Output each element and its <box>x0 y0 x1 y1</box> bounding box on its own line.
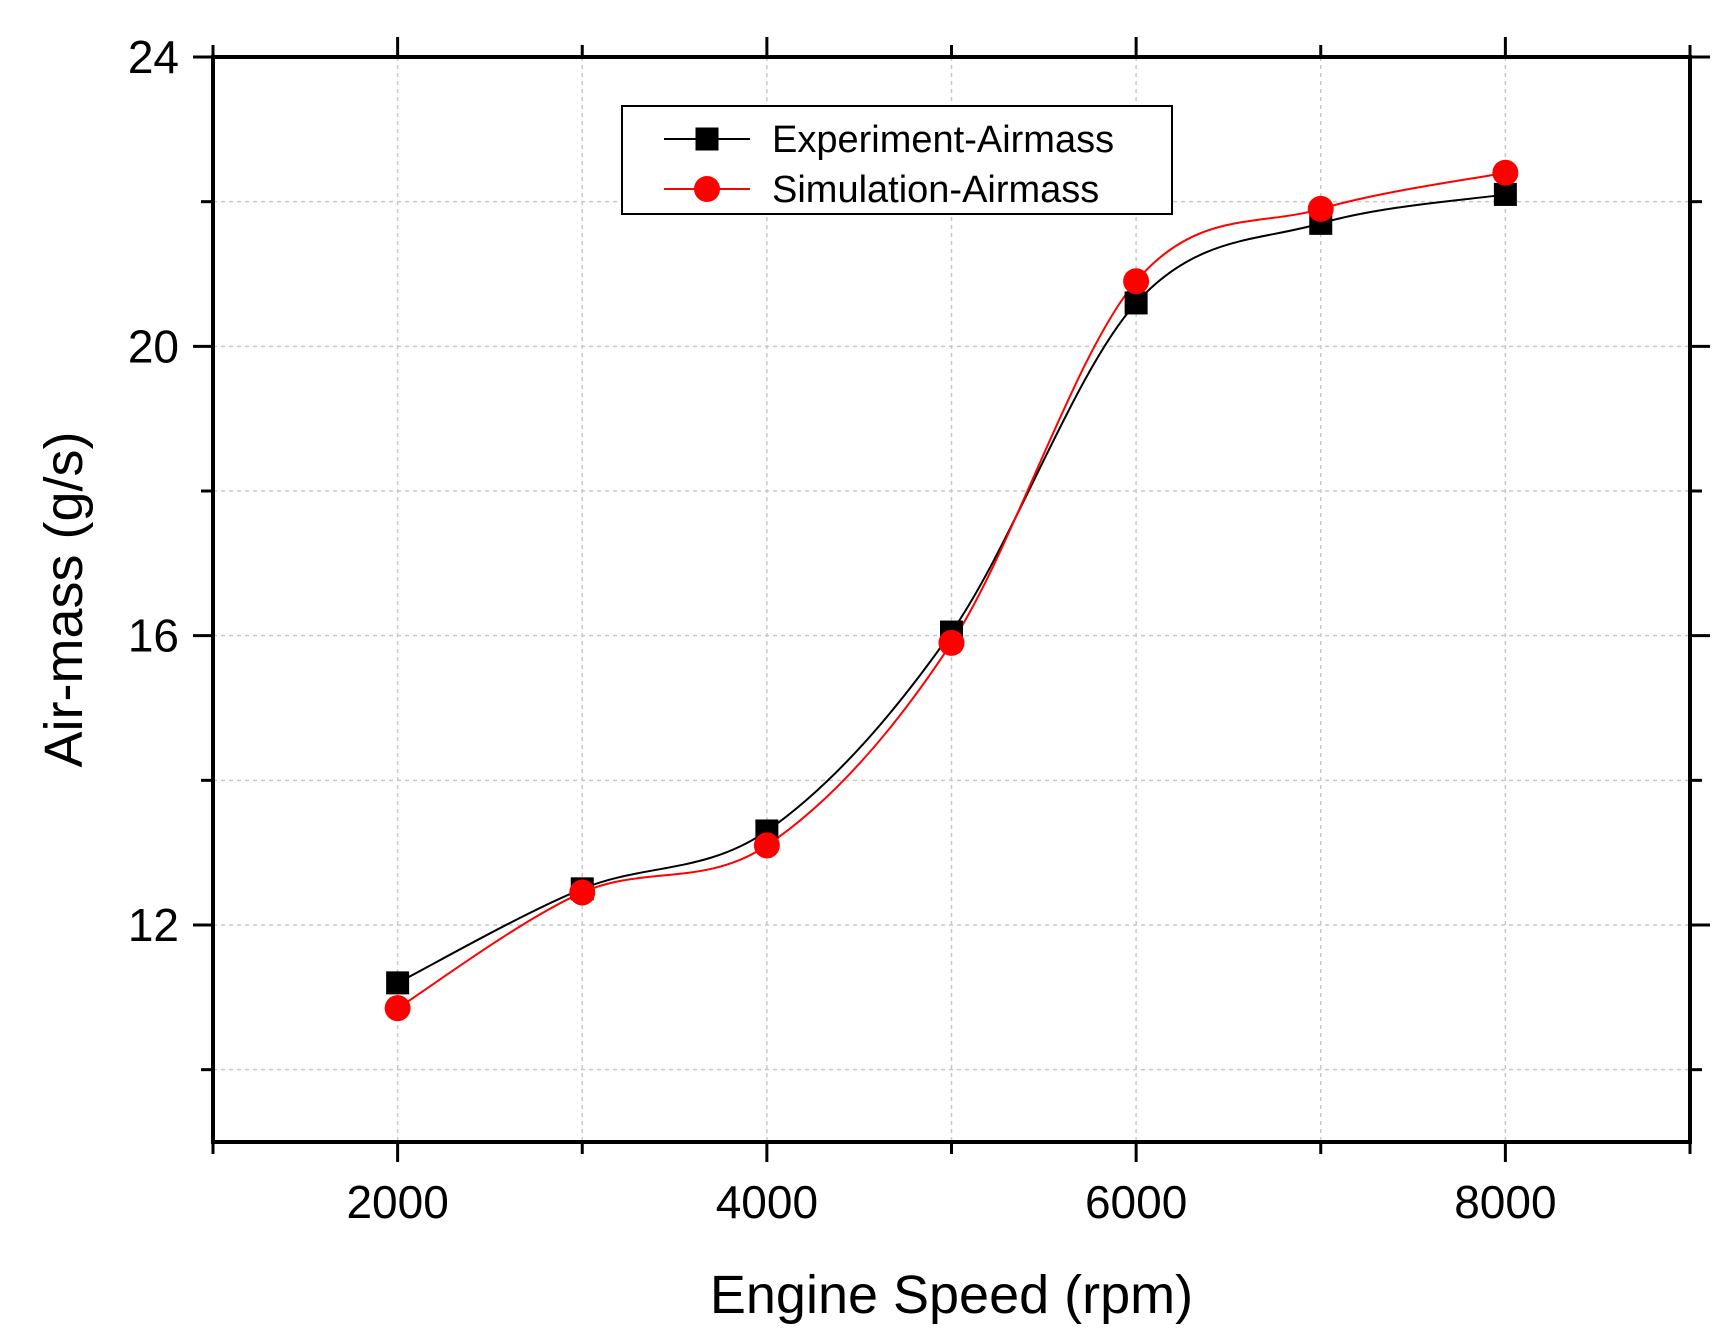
data-point-simulation <box>384 995 411 1022</box>
legend-label-simulation: Simulation-Airmass <box>772 169 1099 211</box>
x-tick-label: 8000 <box>1454 1176 1556 1228</box>
data-point-simulation <box>1307 195 1334 222</box>
data-point-experiment <box>1124 291 1148 315</box>
legend-items: Experiment-Airmass Simulation-Airmass <box>664 119 1114 211</box>
legend-marker-experiment <box>695 127 719 151</box>
legend-marker-simulation <box>694 176 720 202</box>
data-point-simulation <box>1492 159 1519 186</box>
legend: Experiment-Airmass Simulation-Airmass <box>621 105 1173 215</box>
grid-layer <box>213 57 1690 1142</box>
y-tick-label: 16 <box>128 610 179 662</box>
ticks-layer <box>193 37 1710 1162</box>
y-axis-title: Air-mass (g/s) <box>34 432 94 768</box>
data-point-experiment <box>386 971 410 995</box>
x-tick-label: 6000 <box>1085 1176 1187 1228</box>
x-tick-label: 2000 <box>346 1176 448 1228</box>
x-axis-title: Engine Speed (rpm) <box>710 1265 1193 1325</box>
marker-layer <box>384 159 1519 1022</box>
data-point-simulation <box>1123 268 1150 295</box>
legend-label-experiment: Experiment-Airmass <box>772 119 1114 161</box>
data-point-simulation <box>753 832 780 859</box>
y-tick-label: 20 <box>128 320 179 372</box>
y-tick-label: 24 <box>128 31 179 83</box>
y-tick-label: 12 <box>128 899 179 951</box>
data-point-simulation <box>938 629 965 656</box>
data-point-simulation <box>569 879 596 906</box>
x-tick-label: 4000 <box>716 1176 818 1228</box>
labels-layer: 2000 4000 6000 8000 12 16 20 24 <box>128 31 1557 1228</box>
data-point-experiment <box>1493 182 1517 206</box>
